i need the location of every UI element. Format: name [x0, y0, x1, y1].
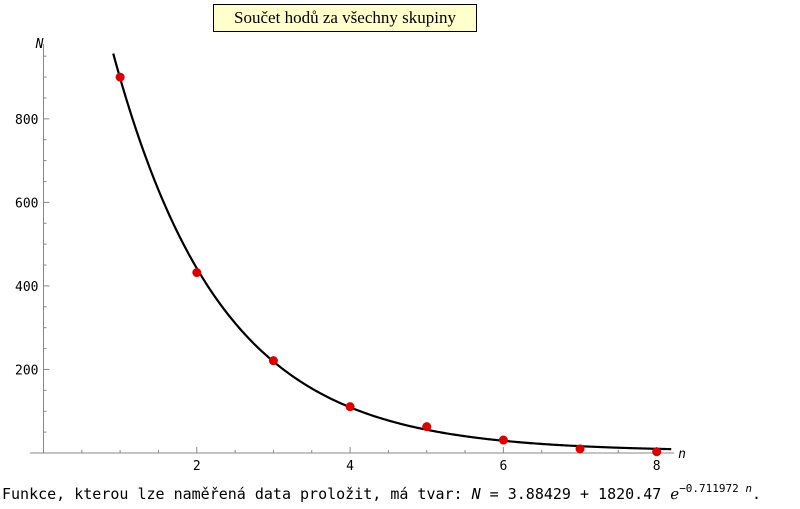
- x-axis-label: n: [678, 447, 686, 462]
- caption-euler-e: ℯ: [670, 485, 680, 503]
- caption-exponent-number: −0.711972: [679, 482, 739, 495]
- caption-var-N: N: [471, 485, 481, 503]
- data-point: [345, 402, 355, 412]
- x-tick-label: 6: [499, 459, 507, 474]
- y-tick-label: 200: [15, 363, 38, 378]
- plot-area: 2 4 6 8 200 400 600 800 Nn: [15, 37, 686, 474]
- data-point: [115, 72, 125, 82]
- fit-curve: [112, 53, 672, 451]
- y-tick-label: 600: [15, 196, 38, 211]
- y-axis-label: N: [35, 37, 44, 52]
- data-point: [422, 422, 432, 432]
- caption-suffix: .: [752, 485, 762, 503]
- fit-formula-caption: Funkce, kterou lze naměřená data proloži…: [2, 481, 798, 507]
- caption-exponent: −0.711972 n: [679, 482, 752, 495]
- y-tick-label: 400: [15, 280, 38, 295]
- caption-equals: = 3.88429 + 1820.47: [480, 485, 671, 503]
- y-tick-label: 800: [15, 113, 38, 128]
- data-point: [498, 435, 508, 445]
- caption-prefix: Funkce, kterou lze naměřená data proloži…: [2, 485, 472, 503]
- x-tick-label: 2: [193, 459, 201, 474]
- chart-title: Součet hodů za všechny skupiny: [213, 4, 477, 32]
- caption-exponent-var: n: [745, 482, 753, 495]
- data-point: [268, 356, 278, 366]
- x-tick-label: 8: [653, 459, 661, 474]
- data-point: [192, 268, 202, 278]
- x-tick-label: 4: [346, 459, 354, 474]
- data-point: [575, 444, 585, 454]
- data-point: [652, 447, 662, 457]
